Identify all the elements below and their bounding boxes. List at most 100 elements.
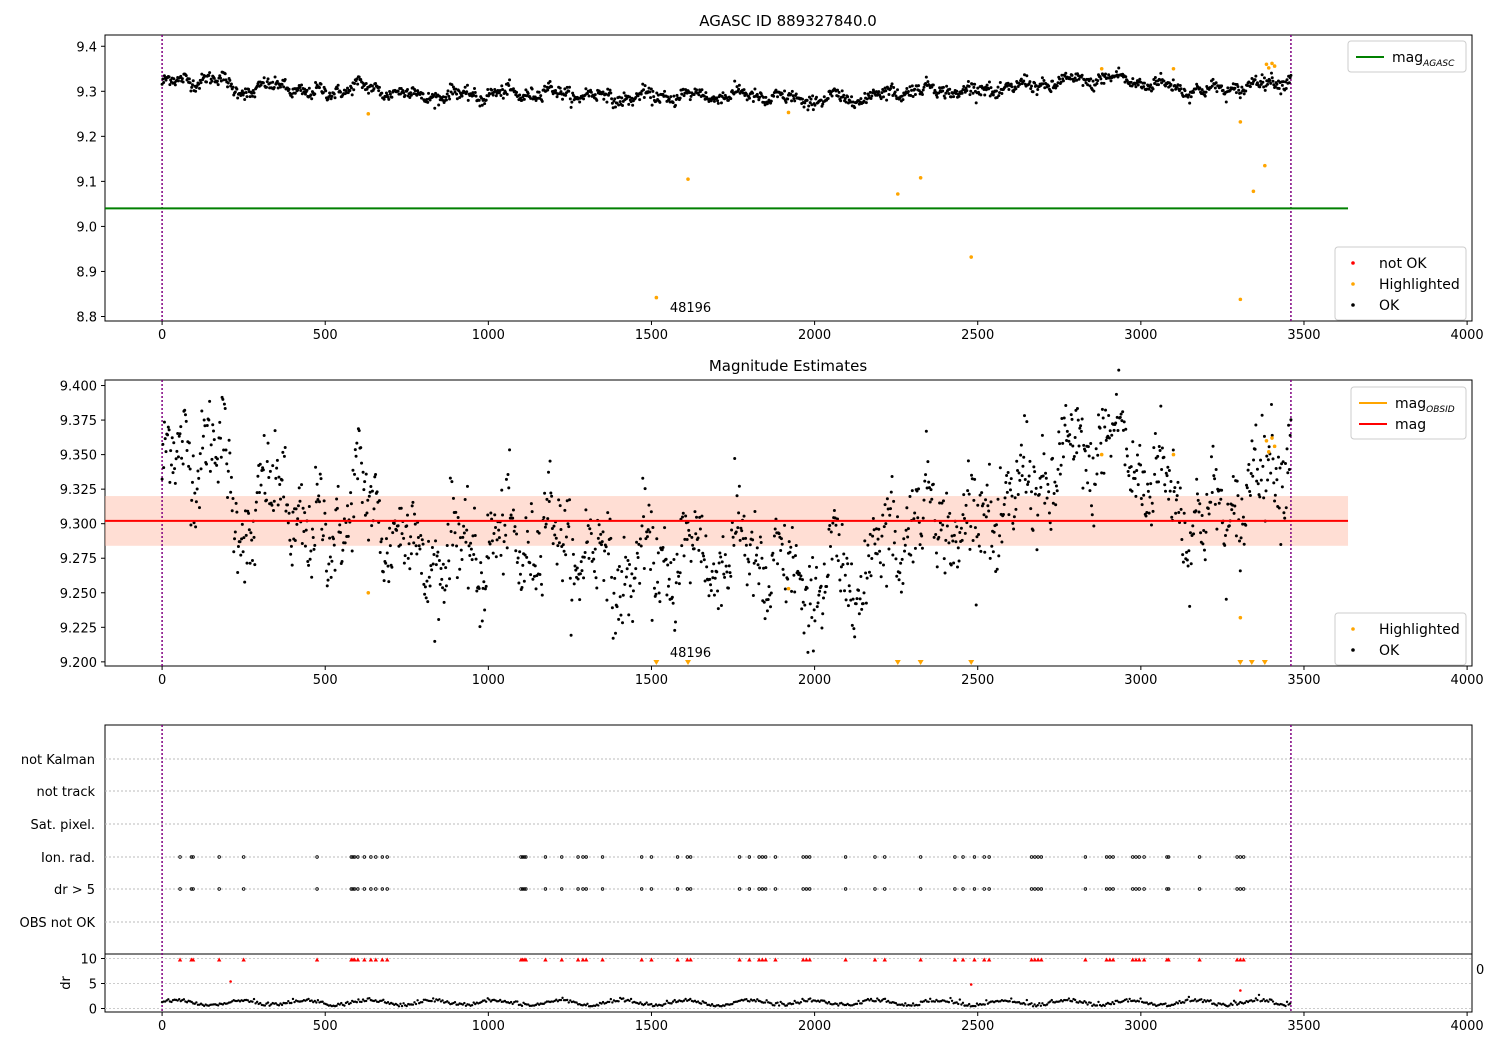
dr-point: [793, 999, 796, 1003]
ok-point: [530, 510, 534, 514]
ok-point: [985, 483, 989, 487]
ok-point: [576, 577, 580, 581]
ok-point: [1071, 444, 1075, 448]
dr-point: [745, 998, 748, 1001]
ok-point: [1003, 496, 1007, 500]
ok-point: [725, 570, 729, 574]
ok-point: [359, 446, 363, 450]
ok-point: [950, 534, 954, 538]
ok-point: [464, 540, 468, 544]
ok-point: [984, 85, 988, 89]
dr-clipped-marker: [760, 957, 765, 962]
ok-point: [593, 93, 597, 97]
x-tick-label: 0: [158, 673, 166, 688]
ok-point: [1182, 511, 1186, 515]
ok-point: [416, 536, 420, 540]
ok-point: [900, 557, 904, 561]
ok-point: [697, 93, 701, 97]
ok-point: [321, 91, 325, 95]
ok-point: [407, 542, 411, 546]
ok-point: [263, 491, 267, 495]
ok-point: [908, 85, 912, 89]
ok-point: [537, 90, 541, 94]
ok-point: [173, 481, 177, 485]
dr-flag: [374, 887, 378, 891]
ok-point: [820, 626, 824, 630]
ok-point: [1096, 79, 1100, 83]
ok-point: [1020, 474, 1024, 478]
dr-point: [316, 998, 320, 1002]
ok-point: [515, 90, 519, 94]
dr-point: [470, 1003, 474, 1007]
ok-point: [1224, 597, 1228, 601]
ok-point: [735, 85, 739, 89]
dr-point: [1017, 1001, 1021, 1004]
ok-point: [240, 522, 244, 526]
ok-point: [1259, 82, 1263, 86]
ok-point: [384, 561, 388, 565]
ok-point: [380, 537, 384, 541]
ok-point: [1287, 81, 1291, 85]
ok-point: [324, 89, 328, 93]
ok-point: [941, 85, 945, 89]
ok-point: [474, 94, 478, 98]
ok-point: [564, 553, 568, 557]
ok-point: [718, 551, 722, 555]
ok-point: [609, 536, 613, 540]
legend-agasc: [1347, 40, 1467, 73]
ok-point: [270, 503, 274, 507]
ok-point: [904, 528, 908, 532]
ok-point: [605, 100, 609, 104]
ok-point: [1022, 414, 1026, 418]
ok-point: [180, 456, 184, 460]
ok-point: [1146, 482, 1150, 486]
ok-point: [539, 582, 543, 586]
dr-point: [731, 1002, 734, 1006]
ok-point: [444, 584, 448, 588]
ok-point: [231, 496, 235, 500]
dr-point: [756, 998, 759, 1001]
ok-point: [408, 567, 412, 571]
ok-point: [705, 565, 709, 569]
ok-point: [401, 88, 405, 92]
ok-point: [267, 475, 271, 479]
ok-point: [786, 97, 790, 101]
ok-point: [671, 101, 675, 105]
ok-point: [525, 529, 529, 533]
ok-point: [667, 577, 671, 581]
ok-point: [1022, 79, 1026, 83]
dr-point: [1025, 998, 1029, 1002]
dr-flag: [773, 887, 778, 891]
ok-point: [558, 86, 562, 90]
ok-point: [286, 503, 290, 507]
ok-point: [455, 97, 459, 101]
ok-point: [1196, 498, 1200, 502]
ok-point: [250, 558, 254, 562]
ok-point: [879, 97, 883, 101]
highlighted-point: [1264, 62, 1269, 67]
ok-point: [1027, 474, 1031, 478]
clipped-highlight-marker: [894, 660, 901, 665]
ok-point: [1178, 84, 1182, 88]
dr-point: [195, 1001, 198, 1004]
ok-point: [987, 462, 991, 466]
ok-point: [992, 530, 996, 534]
ok-point: [779, 537, 783, 541]
ok-point: [735, 494, 739, 498]
ion-rad-flag: [953, 855, 957, 859]
ok-point: [213, 461, 217, 465]
ok-point: [494, 555, 498, 559]
ok-point: [1250, 439, 1254, 443]
ok-point: [674, 581, 678, 585]
ok-point: [162, 74, 166, 78]
ok-point: [881, 513, 885, 517]
dr-point: [1033, 1003, 1036, 1006]
ok-point: [241, 550, 245, 554]
ok-point: [685, 537, 689, 541]
ok-point: [250, 91, 254, 95]
ok-point: [187, 464, 191, 468]
ok-point: [931, 482, 935, 486]
ok-point: [190, 480, 194, 484]
ok-point: [486, 88, 490, 92]
ok-point: [265, 459, 269, 463]
